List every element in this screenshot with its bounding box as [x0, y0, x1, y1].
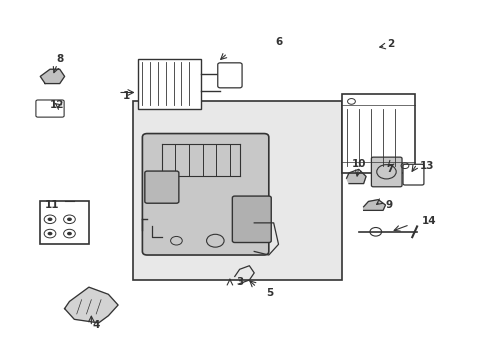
Text: 10: 10	[351, 159, 365, 169]
Text: 8: 8	[56, 54, 63, 64]
Polygon shape	[363, 200, 385, 210]
Text: 5: 5	[266, 288, 273, 297]
Text: 1: 1	[123, 91, 130, 101]
Bar	[40, 202, 89, 244]
Text: 14: 14	[421, 216, 436, 226]
Text: 11: 11	[45, 200, 60, 210]
Text: 13: 13	[419, 161, 433, 171]
Polygon shape	[346, 169, 366, 184]
FancyBboxPatch shape	[217, 63, 242, 88]
Text: 12: 12	[50, 100, 64, 110]
Polygon shape	[40, 69, 64, 84]
FancyBboxPatch shape	[142, 134, 268, 255]
Text: 4: 4	[92, 320, 100, 330]
Text: 7: 7	[386, 164, 393, 174]
FancyBboxPatch shape	[232, 196, 271, 243]
Bar	[137, 59, 201, 109]
Bar	[132, 102, 341, 280]
FancyBboxPatch shape	[36, 100, 64, 117]
Text: 6: 6	[274, 37, 282, 48]
FancyBboxPatch shape	[371, 157, 401, 187]
Circle shape	[47, 217, 52, 221]
FancyBboxPatch shape	[144, 171, 179, 203]
Circle shape	[47, 232, 52, 235]
Circle shape	[67, 232, 72, 235]
Polygon shape	[64, 287, 118, 323]
FancyBboxPatch shape	[402, 164, 423, 185]
Text: 3: 3	[236, 277, 243, 287]
Text: 2: 2	[386, 39, 393, 49]
Circle shape	[67, 217, 72, 221]
Bar	[341, 94, 414, 173]
Text: 9: 9	[385, 200, 392, 210]
